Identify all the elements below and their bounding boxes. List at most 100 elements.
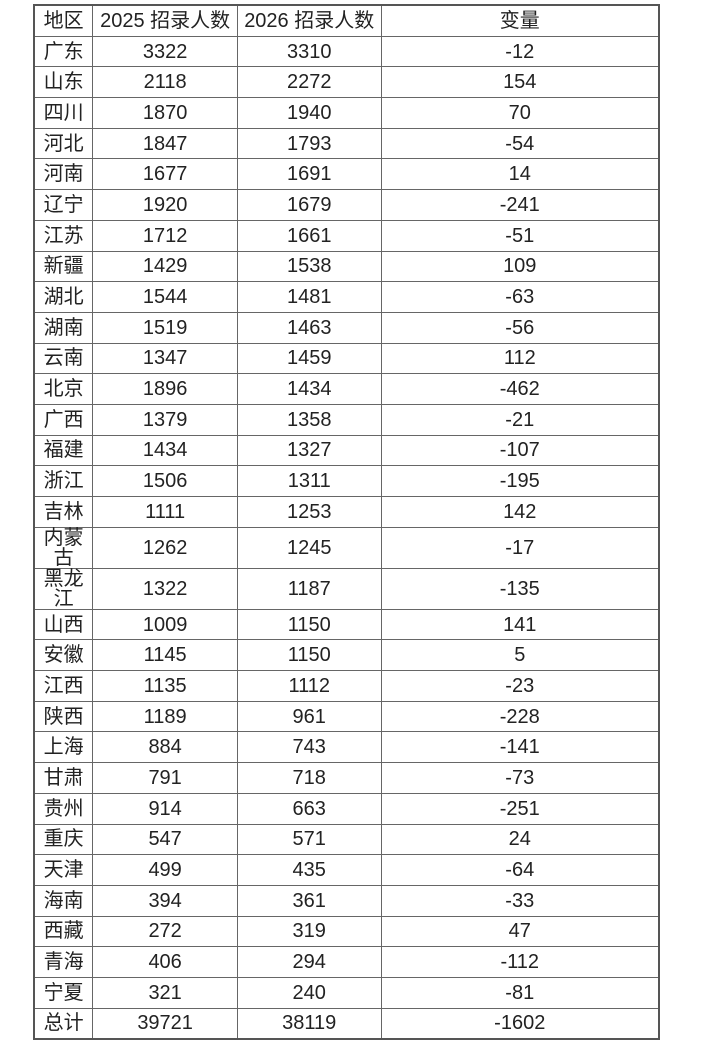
region-cell: 辽宁 [33,189,94,221]
header-change: 变量 [380,4,660,37]
recruitment-table: 地区 2025 招录人数 2026 招录人数 变量 广东 3322 3310 -12 山… [33,4,660,1040]
table-row: 海南 394 361 -33 [33,884,660,917]
region-cell: 江苏 [33,219,94,252]
change-cell: -17 [380,526,660,569]
count-2025-cell: 394 [92,884,238,917]
region-cell: 内蒙古 [33,526,94,569]
total-change-cell: -1602 [380,1007,660,1040]
count-2026-cell: 1112 [236,670,382,702]
region-cell: 吉林 [33,496,94,528]
region-cell: 安徽 [33,639,94,672]
count-2025-cell: 406 [92,946,238,978]
change-cell: -56 [380,311,660,344]
change-cell: -63 [380,281,660,313]
region-cell: 云南 [33,342,94,375]
change-cell: -462 [380,373,660,405]
region-cell: 甘肃 [33,762,94,794]
region-cell: 河北 [33,127,94,160]
count-2025-cell: 2118 [92,66,238,99]
change-cell: 142 [380,496,660,528]
region-cell: 青海 [33,946,94,978]
region-cell: 浙江 [33,465,94,497]
change-cell: -112 [380,946,660,978]
table-row: 广西 1379 1358 -21 [33,403,660,436]
region-cell: 天津 [33,854,94,886]
count-2026-cell: 240 [236,976,382,1009]
change-cell: -135 [380,567,660,610]
count-2025-cell: 884 [92,731,238,764]
region-cell: 北京 [33,373,94,405]
region-cell: 海南 [33,884,94,917]
count-2025-cell: 1519 [92,311,238,344]
count-2025-cell: 1712 [92,219,238,252]
count-2025-cell: 914 [92,792,238,825]
count-2026-cell: 1187 [236,567,382,610]
region-cell: 广东 [33,35,94,68]
region-cell: 西藏 [33,915,94,948]
table-row: 湖北 1544 1481 -63 [33,281,660,313]
count-2025-cell: 3322 [92,35,238,68]
change-cell: 70 [380,97,660,129]
total-count-2025-cell: 39721 [92,1007,238,1040]
count-2026-cell: 1940 [236,97,382,129]
count-2026-cell: 743 [236,731,382,764]
region-cell: 山西 [33,608,94,641]
change-cell: -33 [380,884,660,917]
table-row: 西藏 272 319 47 [33,915,660,948]
change-cell: 154 [380,66,660,99]
count-2026-cell: 1679 [236,189,382,221]
change-cell: -228 [380,700,660,733]
count-2026-cell: 361 [236,884,382,917]
change-cell: -73 [380,762,660,794]
count-2025-cell: 1347 [92,342,238,375]
count-2025-cell: 791 [92,762,238,794]
table-row: 福建 1434 1327 -107 [33,434,660,467]
count-2025-cell: 1429 [92,250,238,283]
count-2026-cell: 663 [236,792,382,825]
count-2025-cell: 1262 [92,526,238,569]
count-2026-cell: 961 [236,700,382,733]
count-2025-cell: 1145 [92,639,238,672]
table-row: 安徽 1145 1150 5 [33,639,660,672]
count-2026-cell: 3310 [236,35,382,68]
count-2025-cell: 1135 [92,670,238,702]
table-row: 北京 1896 1434 -462 [33,373,660,405]
count-2025-cell: 1434 [92,434,238,467]
region-cell: 福建 [33,434,94,467]
table-row: 四川 1870 1940 70 [33,97,660,129]
count-2025-cell: 1920 [92,189,238,221]
table-row: 山东 2118 2272 154 [33,66,660,99]
count-2025-cell: 1189 [92,700,238,733]
count-2026-cell: 2272 [236,66,382,99]
count-2026-cell: 1661 [236,219,382,252]
count-2026-cell: 1463 [236,311,382,344]
count-2025-cell: 1111 [92,496,238,528]
count-2025-cell: 321 [92,976,238,1009]
table-row: 黑龙江 1322 1187 -135 [33,567,660,610]
count-2026-cell: 435 [236,854,382,886]
total-count-2026-cell: 38119 [236,1007,382,1040]
change-cell: 141 [380,608,660,641]
change-cell: -51 [380,219,660,252]
region-cell: 新疆 [33,250,94,283]
table-row: 重庆 547 571 24 [33,823,660,856]
header-2026: 2026 招录人数 [236,4,382,37]
total-region-cell: 总计 [33,1007,94,1040]
region-cell: 重庆 [33,823,94,856]
count-2026-cell: 1793 [236,127,382,160]
table-row: 河北 1847 1793 -54 [33,127,660,160]
change-cell: -81 [380,976,660,1009]
table-row: 宁夏 321 240 -81 [33,976,660,1009]
count-2026-cell: 571 [236,823,382,856]
change-cell: -64 [380,854,660,886]
table-row: 浙江 1506 1311 -195 [33,465,660,497]
table-row: 江西 1135 1112 -23 [33,670,660,702]
change-cell: 14 [380,158,660,191]
table-row: 广东 3322 3310 -12 [33,35,660,68]
change-cell: -54 [380,127,660,160]
region-cell: 河南 [33,158,94,191]
total-row: 总计 39721 38119 -1602 [33,1007,660,1040]
region-cell: 湖南 [33,311,94,344]
count-2025-cell: 1896 [92,373,238,405]
table-row: 青海 406 294 -112 [33,946,660,978]
